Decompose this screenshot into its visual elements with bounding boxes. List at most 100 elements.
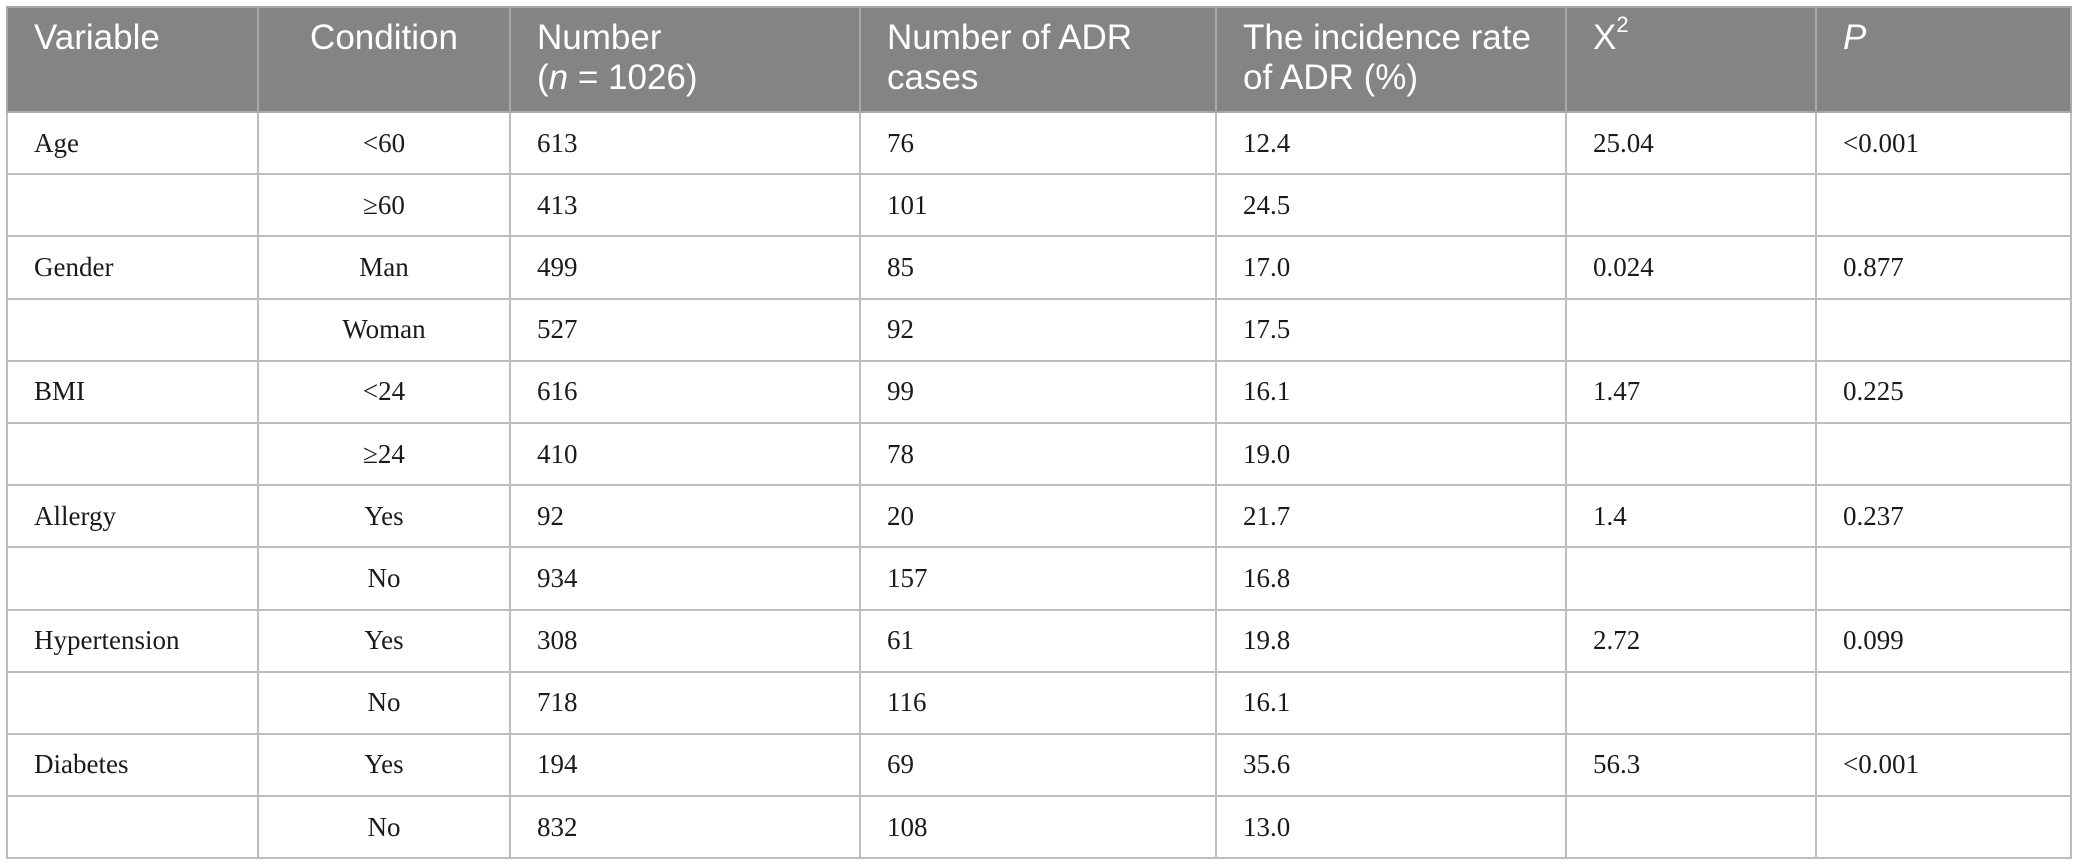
- cell-adr-cases: 108: [859, 795, 1217, 860]
- cell-adr-cases: 116: [859, 670, 1217, 735]
- cell-adr-cases: 78: [859, 421, 1217, 487]
- cell-incidence: 17.5: [1215, 297, 1567, 362]
- cell-incidence: 19.8: [1215, 608, 1567, 673]
- cell-condition: Man: [257, 235, 511, 300]
- cell-chi-square: [1565, 421, 1817, 487]
- header-number-total: = 1026): [568, 58, 698, 97]
- cell-condition: <60: [257, 110, 511, 176]
- table-row: Gender Man 499 85 17.0 0.024 0.877: [6, 235, 2072, 300]
- cell-number: 499: [509, 235, 861, 300]
- cell-condition: ≥24: [257, 421, 511, 487]
- cell-adr-cases: 85: [859, 235, 1217, 300]
- cell-chi-square: [1565, 795, 1817, 860]
- cell-p: 0.099: [1815, 608, 2072, 673]
- cell-chi-square: [1565, 173, 1817, 238]
- cell-adr-cases: 69: [859, 732, 1217, 798]
- table-row: No 832 108 13.0: [6, 795, 2072, 860]
- table-body: Age <60 613 76 12.4 25.04 <0.001 ≥60 413 101 24.5 G…: [6, 110, 2072, 860]
- cell-p: 0.237: [1815, 484, 2072, 549]
- cell-variable: [6, 795, 259, 860]
- cell-number: 613: [509, 110, 861, 176]
- cell-chi-square: 1.4: [1565, 484, 1817, 549]
- table-row: Age <60 613 76 12.4 25.04 <0.001: [6, 110, 2072, 176]
- cell-number: 934: [509, 546, 861, 611]
- cell-p: <0.001: [1815, 110, 2072, 176]
- cell-number: 718: [509, 670, 861, 735]
- cell-chi-square: 2.72: [1565, 608, 1817, 673]
- cell-variable: Hypertension: [6, 608, 259, 673]
- cell-variable: Allergy: [6, 484, 259, 549]
- header-chi-sup: 2: [1616, 12, 1629, 38]
- cell-condition: Yes: [257, 732, 511, 798]
- cell-chi-square: [1565, 670, 1817, 735]
- cell-incidence: 35.6: [1215, 732, 1567, 798]
- cell-condition: Yes: [257, 484, 511, 549]
- cell-condition: No: [257, 670, 511, 735]
- cell-p: [1815, 421, 2072, 487]
- cell-incidence: 13.0: [1215, 795, 1567, 860]
- table-row: No 934 157 16.8: [6, 546, 2072, 611]
- table-row: Diabetes Yes 194 69 35.6 56.3 <0.001: [6, 732, 2072, 798]
- header-row: Variable Condition Number (n = 1026) Numb…: [6, 6, 2072, 113]
- cell-number: 410: [509, 421, 861, 487]
- cell-adr-cases: 20: [859, 484, 1217, 549]
- cell-adr-cases: 101: [859, 173, 1217, 238]
- cell-adr-cases: 61: [859, 608, 1217, 673]
- cell-variable: [6, 173, 259, 238]
- cell-chi-square: 0.024: [1565, 235, 1817, 300]
- table-row: Woman 527 92 17.5: [6, 297, 2072, 362]
- cell-condition: <24: [257, 359, 511, 424]
- cell-variable: [6, 670, 259, 735]
- cell-adr-cases: 76: [859, 110, 1217, 176]
- header-number: Number (n = 1026): [509, 6, 861, 113]
- header-variable: Variable: [6, 6, 259, 113]
- cell-p: [1815, 546, 2072, 611]
- table-row: BMI <24 616 99 16.1 1.47 0.225: [6, 359, 2072, 424]
- cell-chi-square: [1565, 546, 1817, 611]
- cell-variable: [6, 546, 259, 611]
- cell-variable: Age: [6, 110, 259, 176]
- cell-p: 0.877: [1815, 235, 2072, 300]
- table-row: Allergy Yes 92 20 21.7 1.4 0.237: [6, 484, 2072, 549]
- cell-chi-square: [1565, 297, 1817, 362]
- table-row: Hypertension Yes 308 61 19.8 2.72 0.099: [6, 608, 2072, 673]
- cell-adr-cases: 92: [859, 297, 1217, 362]
- header-incidence: The incidence rate of ADR (%): [1215, 6, 1567, 113]
- cell-incidence: 12.4: [1215, 110, 1567, 176]
- adr-table: Variable Condition Number (n = 1026) Numb…: [6, 6, 2072, 860]
- table-row: No 718 116 16.1: [6, 670, 2072, 735]
- cell-variable: [6, 421, 259, 487]
- cell-condition: Woman: [257, 297, 511, 362]
- header-adr-cases: Number of ADR cases: [859, 6, 1217, 113]
- cell-p: [1815, 297, 2072, 362]
- header-chi-square: X2: [1565, 6, 1817, 113]
- table-row: ≥60 413 101 24.5: [6, 173, 2072, 238]
- cell-chi-square: 56.3: [1565, 732, 1817, 798]
- table-row: ≥24 410 78 19.0: [6, 421, 2072, 487]
- cell-p: <0.001: [1815, 732, 2072, 798]
- cell-p: [1815, 795, 2072, 860]
- cell-number: 832: [509, 795, 861, 860]
- cell-adr-cases: 99: [859, 359, 1217, 424]
- cell-incidence: 24.5: [1215, 173, 1567, 238]
- cell-variable: Gender: [6, 235, 259, 300]
- cell-number: 527: [509, 297, 861, 362]
- cell-number: 413: [509, 173, 861, 238]
- cell-variable: BMI: [6, 359, 259, 424]
- cell-incidence: 19.0: [1215, 421, 1567, 487]
- cell-number: 616: [509, 359, 861, 424]
- header-p: P: [1815, 6, 2072, 113]
- cell-condition: No: [257, 546, 511, 611]
- header-chi-base: X: [1593, 18, 1617, 57]
- cell-p: 0.225: [1815, 359, 2072, 424]
- cell-chi-square: 25.04: [1565, 110, 1817, 176]
- cell-variable: Diabetes: [6, 732, 259, 798]
- cell-chi-square: 1.47: [1565, 359, 1817, 424]
- cell-number: 308: [509, 608, 861, 673]
- header-number-n: n: [548, 58, 569, 97]
- cell-incidence: 16.8: [1215, 546, 1567, 611]
- cell-incidence: 16.1: [1215, 359, 1567, 424]
- header-number-label: Number: [537, 18, 662, 57]
- cell-incidence: 21.7: [1215, 484, 1567, 549]
- header-condition: Condition: [257, 6, 511, 113]
